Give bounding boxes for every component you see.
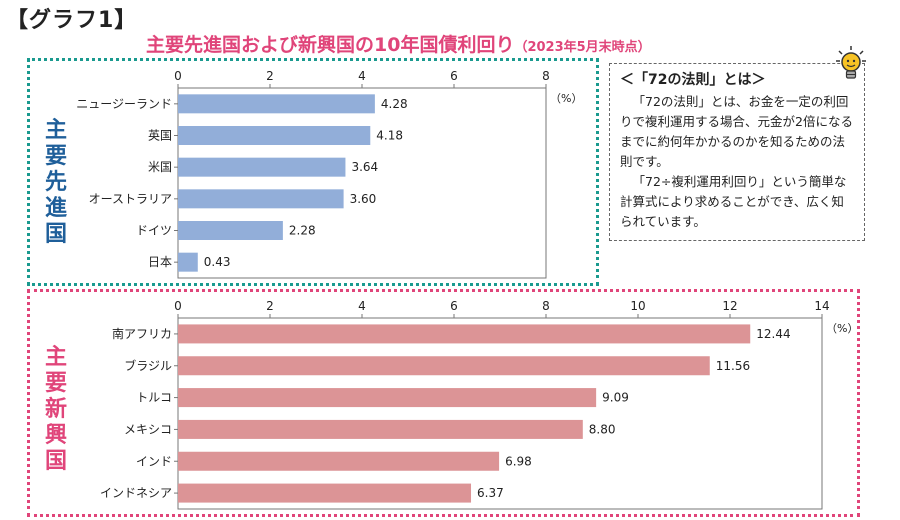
x-tick-label: 0 [174,299,182,313]
bar [178,324,751,344]
x-tick-label: 2 [266,69,274,83]
note-paragraph-1: 「72の法則」とは、お金を一定の利回りで複利運用する場合、元金が2倍になるまでに… [620,94,853,169]
bar [178,157,346,177]
bar-value-label: 4.28 [381,97,408,111]
bar-value-label: 11.56 [716,359,750,373]
developed-label-char: 先 [44,170,67,195]
x-axis-unit: （%） [550,92,582,105]
bar-value-label: 0.43 [204,255,231,269]
category-label: オーストラリア [89,192,172,206]
x-tick-label: 10 [630,299,645,313]
developed-panel [27,58,599,286]
emerging-countries-label: 主要新興国 [43,345,69,475]
bar-value-label: 6.37 [477,486,504,500]
bar-value-label: 3.64 [351,160,378,174]
x-tick-label: 6 [450,299,458,313]
bar [178,126,371,145]
category-label: ブラジル [124,358,172,373]
bar [178,252,198,272]
developed-label-char: 進 [44,196,67,221]
category-label: 英国 [148,129,172,143]
rule-of-72-note: ＜「72の法則」とは＞ 「72の法則」とは、お金を一定の利回りで複利運用する場合… [609,63,865,241]
developed-countries-label: 主要先進国 [43,118,69,248]
x-tick-label: 2 [266,299,274,313]
category-label: インド [136,454,172,468]
x-tick-label: 6 [450,69,458,83]
bar-value-label: 9.09 [602,391,629,405]
bar-value-label: 3.60 [350,192,377,206]
x-tick-label: 8 [542,69,550,83]
note-paragraph-2: 「72÷複利運用利回り」という簡単な計算式により求めることができ、広く知られてい… [620,174,847,229]
category-label: 米国 [148,160,172,174]
graph-number-label: 【グラフ1】 [6,8,138,33]
x-tick-label: 4 [358,299,366,313]
category-label: 日本 [148,255,172,269]
bar [178,94,375,114]
bar [178,419,583,439]
category-label: ニュージーランド [76,97,172,111]
emerging-label-char: 新 [44,397,67,422]
developed-label-char: 要 [44,144,67,169]
x-tick-label: 0 [174,69,182,83]
bar-value-label: 6.98 [505,454,532,468]
x-tick-label: 8 [542,299,550,313]
bar [178,483,472,503]
bar [178,221,283,240]
x-tick-label: 4 [358,69,366,83]
lightbulb-icon [836,46,866,79]
emerging-label-char: 国 [44,449,67,474]
emerging-label-char: 主 [44,345,67,370]
category-label: インドネシア [100,486,172,500]
developed-label-char: 主 [44,118,67,143]
category-label: ドイツ [136,224,172,238]
developed-label-char: 国 [44,222,67,247]
bar [178,451,500,471]
bar-value-label: 12.44 [756,327,790,341]
category-label: トルコ [136,391,172,405]
chart-subtitle: （2023年5月末時点） [514,40,651,55]
bar [178,388,597,408]
emerging-label-char: 興 [44,423,67,448]
emerging-panel [27,289,860,517]
x-axis-unit: （%） [826,322,858,335]
x-tick-label: 14 [814,299,829,313]
emerging-label-char: 要 [44,371,67,396]
bar-value-label: 8.80 [589,422,616,436]
category-label: 南アフリカ [112,326,172,341]
bar [178,356,710,376]
category-label: メキシコ [124,422,172,436]
chart-title-main: 主要先進国および新興国の10年国債利回り [146,34,515,56]
bar-value-label: 2.28 [289,224,316,238]
plot-frame [177,317,823,510]
note-title: ＜「72の法則」とは＞ [620,72,766,88]
x-tick-label: 12 [722,299,737,313]
bar-value-label: 4.18 [376,129,403,143]
chart-title: 主要先進国および新興国の10年国債利回り（2023年5月末時点） [146,30,651,57]
bar [178,189,344,209]
